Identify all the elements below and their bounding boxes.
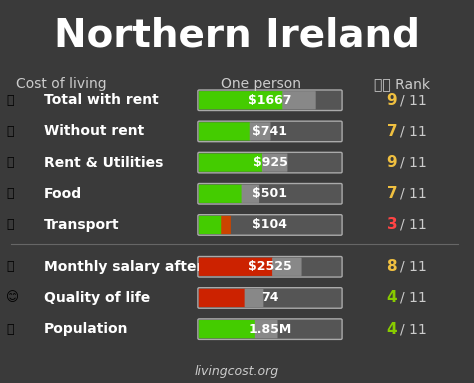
Text: / 11: / 11 [400,93,426,107]
FancyBboxPatch shape [272,258,301,276]
Text: $741: $741 [253,125,288,138]
Text: Monthly salary after tax: Monthly salary after tax [44,260,233,274]
Text: 4: 4 [387,290,397,306]
Text: $2525: $2525 [248,260,292,273]
Text: One person: One person [220,77,301,92]
FancyBboxPatch shape [198,183,342,204]
Text: / 11: / 11 [400,124,426,138]
Text: 😊: 😊 [6,291,19,304]
Text: 4: 4 [387,322,397,337]
FancyBboxPatch shape [199,185,243,203]
Text: 3: 3 [387,218,397,232]
Text: / 11: / 11 [400,187,426,201]
FancyBboxPatch shape [283,91,316,110]
FancyBboxPatch shape [198,319,342,339]
Text: Cost of living: Cost of living [16,77,106,92]
Text: $104: $104 [253,218,288,231]
FancyBboxPatch shape [198,121,342,142]
FancyBboxPatch shape [199,216,222,234]
Text: / 11: / 11 [400,322,426,336]
Text: $1667: $1667 [248,94,292,107]
Text: 8: 8 [387,259,397,274]
Text: / 11: / 11 [400,291,426,305]
Text: 9: 9 [387,93,397,108]
Text: 💳: 💳 [6,260,14,273]
FancyBboxPatch shape [255,320,277,338]
FancyBboxPatch shape [198,152,342,173]
Text: / 11: / 11 [400,218,426,232]
Text: Total with rent: Total with rent [44,93,158,107]
Text: Rent & Utilities: Rent & Utilities [44,155,163,170]
Text: $501: $501 [253,187,288,200]
Text: Without rent: Without rent [44,124,144,138]
Text: Northern Ireland: Northern Ireland [54,16,420,55]
Text: 🚗: 🚗 [6,218,14,231]
Text: 7: 7 [387,124,397,139]
Text: livingcost.org: livingcost.org [195,365,279,378]
Text: 1.85M: 1.85M [248,322,292,336]
FancyBboxPatch shape [198,257,342,277]
Text: / 11: / 11 [400,260,426,274]
Text: Quality of life: Quality of life [44,291,150,305]
Text: 9: 9 [387,155,397,170]
FancyBboxPatch shape [198,215,342,235]
FancyBboxPatch shape [198,90,342,111]
FancyBboxPatch shape [199,258,273,276]
Text: 💰: 💰 [6,94,14,107]
FancyBboxPatch shape [262,154,287,172]
Text: Food: Food [44,187,82,201]
Text: 📊: 📊 [6,322,14,336]
Text: 🍽: 🍽 [6,187,14,200]
FancyBboxPatch shape [245,289,264,307]
FancyBboxPatch shape [199,154,263,172]
FancyBboxPatch shape [198,288,342,308]
FancyBboxPatch shape [199,91,283,110]
FancyBboxPatch shape [242,185,259,203]
FancyBboxPatch shape [221,216,231,234]
Text: $925: $925 [253,156,287,169]
FancyBboxPatch shape [199,289,246,307]
Text: 🇬🇧 Rank: 🇬🇧 Rank [374,77,430,92]
Text: / 11: / 11 [400,155,426,170]
FancyBboxPatch shape [199,320,256,338]
FancyBboxPatch shape [250,122,271,141]
Text: Transport: Transport [44,218,119,232]
Text: 🏠: 🏠 [6,156,14,169]
FancyBboxPatch shape [199,122,251,141]
Text: 🛌: 🛌 [6,125,14,138]
Text: Population: Population [44,322,128,336]
Text: 7: 7 [387,186,397,201]
Text: 74: 74 [261,291,279,304]
